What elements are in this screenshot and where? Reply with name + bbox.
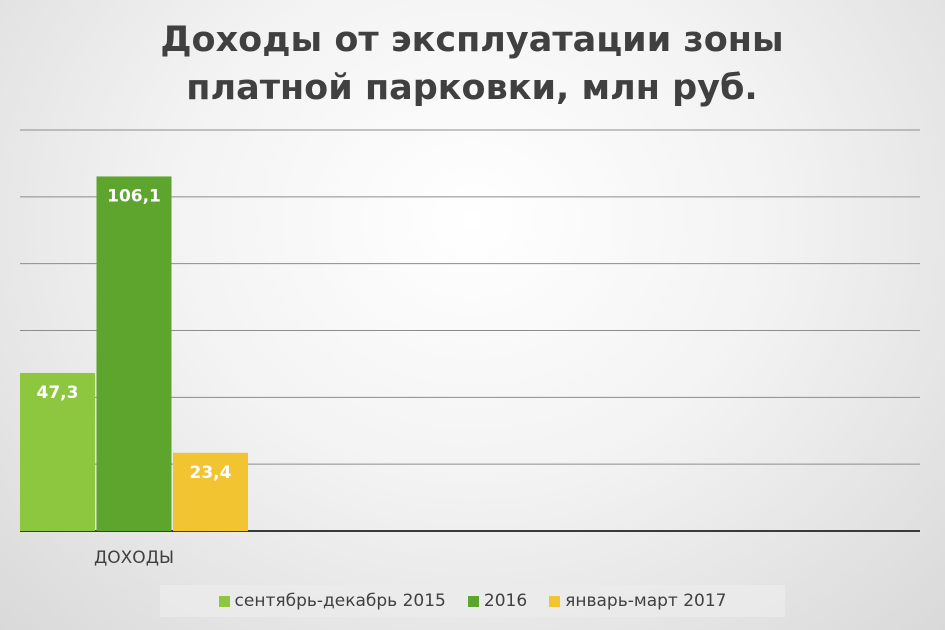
legend-label: сентябрь-декабрь 2015	[234, 591, 446, 611]
legend-label: 2016	[483, 591, 528, 611]
legend-swatch	[549, 595, 561, 607]
bar	[96, 176, 172, 532]
bar	[20, 372, 95, 531]
legend-label: январь-март 2017	[565, 591, 727, 611]
data-label: 47,3	[37, 383, 79, 403]
data-label: 106,1	[107, 186, 161, 206]
legend-item: сентябрь-декабрь 2015	[218, 591, 446, 611]
chart-title: Доходы от эксплуатации зоны платной парк…	[160, 20, 784, 108]
legend-item: январь-март 2017	[549, 591, 726, 611]
x-tick-label: ДОХОДЫ	[94, 548, 174, 568]
legend: сентябрь-декабрь 2015 2016 январь-март 201…	[160, 585, 785, 617]
legend-item: 2016	[467, 591, 528, 611]
legend-swatch	[467, 595, 479, 607]
legend-swatch	[218, 595, 230, 607]
bar	[173, 452, 248, 531]
data-label: 23,4	[190, 463, 232, 483]
